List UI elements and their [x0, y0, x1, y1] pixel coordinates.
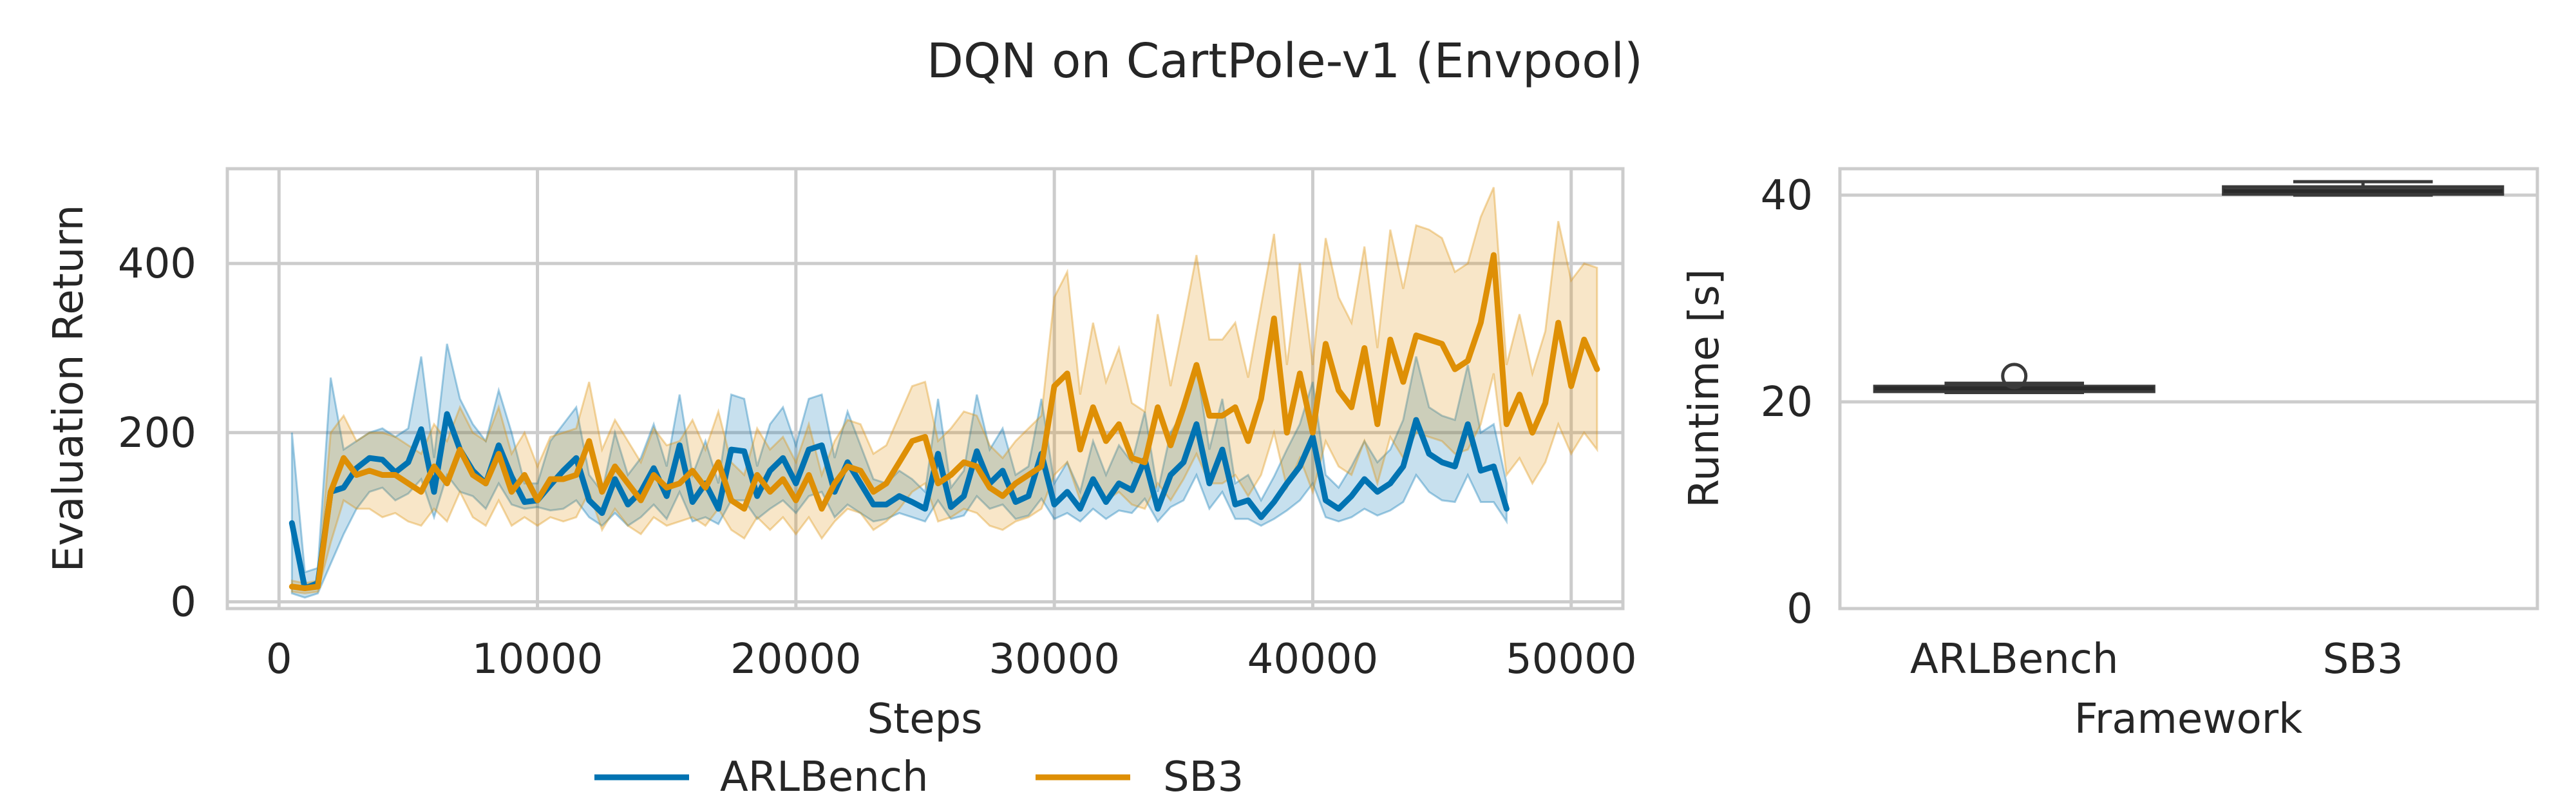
- legend-label-arlbench: ARLBench: [720, 753, 929, 801]
- line-series-group: [289, 252, 1600, 591]
- y-tick-label: 0: [170, 578, 196, 626]
- box-y-tick-label: 20: [1761, 379, 1813, 426]
- legend-label-sb3: SB3: [1163, 753, 1244, 801]
- runtime-box-chart: 0 20 40 ARLBench SB3 Framework Runtime [s]: [1681, 167, 2539, 743]
- x-tick-label: 20000: [730, 636, 862, 683]
- y-tick-label: 200: [118, 410, 196, 457]
- box-marks-group: [1873, 180, 2505, 395]
- x-tick-label: 10000: [472, 636, 603, 683]
- box-chart-frame: [1838, 167, 2539, 611]
- line-chart-ticks: 0 10000 20000 30000 40000 50000 0 200 400: [118, 240, 1637, 683]
- box-x-tick-label-sb3: SB3: [2323, 636, 2403, 683]
- box-y-axis-label: Runtime [s]: [1681, 269, 1728, 508]
- box-y-tick-label: 40: [1761, 172, 1813, 220]
- x-tick-label: 40000: [1247, 636, 1379, 683]
- y-tick-label: 400: [118, 240, 196, 288]
- box-x-tick-label-arlbench: ARLBench: [1910, 636, 2119, 683]
- line-chart-frame: [225, 167, 1625, 611]
- line-chart-grid: [227, 169, 1623, 609]
- box-chart-ticks: 0 20 40 ARLBench SB3: [1761, 172, 2403, 683]
- box-x-axis-label: Framework: [2074, 696, 2302, 743]
- box-y-tick-label: 0: [1786, 585, 1813, 633]
- line-x-axis-label: Steps: [867, 696, 982, 743]
- legend: ARLBench SB3: [594, 753, 1244, 801]
- x-tick-label: 50000: [1506, 636, 1637, 683]
- line-y-axis-label: Evaluation Return: [45, 205, 93, 572]
- figure-title: DQN on CartPole-v1 (Envpool): [927, 33, 1643, 89]
- x-tick-label: 30000: [989, 636, 1120, 683]
- box-outlier-arlbench: [2001, 363, 2028, 390]
- series-line-sb3: [289, 252, 1600, 591]
- band-arlbench: [290, 343, 1508, 599]
- x-tick-label: 0: [266, 636, 292, 683]
